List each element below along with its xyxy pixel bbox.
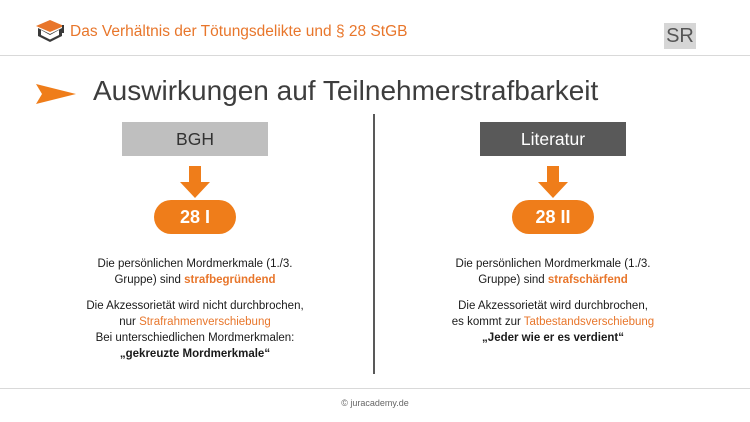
bgh-heading: BGH xyxy=(122,122,268,156)
literatur-text-2-line-3: „Jeder wie er es verdient“ xyxy=(482,332,624,344)
bgh-highlight-strafbegruendend: strafbegründend xyxy=(184,274,276,286)
literatur-text-1-line-1: Die persönlichen Mordmerkmale (1./3. xyxy=(455,258,651,270)
header-title: Das Verhältnis der Tötungsdelikte und § … xyxy=(70,23,408,40)
slide-header: Das Verhältnis der Tötungsdelikte und § … xyxy=(0,0,750,56)
down-arrow-icon xyxy=(538,166,568,198)
bgh-text-2-line-2-pre: nur xyxy=(119,316,140,328)
slide-title: Auswirkungen auf Teilnehmerstrafbarkeit xyxy=(93,75,599,106)
bullet-arrow-icon xyxy=(36,84,76,104)
bgh-text-1-line-2: Gruppe) sind strafbegründend xyxy=(30,272,360,288)
literatur-paragraph-pill: 28 II xyxy=(512,200,594,234)
bgh-text-2: Die Akzessorietät wird nicht durchbroche… xyxy=(30,298,360,362)
bgh-column: BGH 28 I Die persönlichen Mordmerkmale (… xyxy=(30,122,360,362)
literatur-highlight-tatbestandsverschiebung: Tatbestandsverschiebung xyxy=(523,316,655,328)
footer-copyright: © juracademy.de xyxy=(341,398,409,408)
down-arrow-icon xyxy=(180,166,210,198)
bgh-text-1: Die persönlichen Mordmerkmale (1./3. Gru… xyxy=(30,256,360,288)
footer-divider xyxy=(0,388,750,389)
bgh-text-2-line-1: Die Akzessorietät wird nicht durchbroche… xyxy=(86,300,304,312)
bgh-text-2-line-2: nur Strafrahmenverschiebung xyxy=(30,314,360,330)
bgh-highlight-strafrahmenverschiebung: Strafrahmenverschiebung xyxy=(139,316,271,328)
literatur-column: Literatur 28 II Die persönlichen Mordmer… xyxy=(388,122,718,346)
sr-badge: SR xyxy=(664,23,696,49)
book-logo-icon xyxy=(36,20,64,42)
literatur-text-1: Die persönlichen Mordmerkmale (1./3. Gru… xyxy=(388,256,718,288)
literatur-text-2-line-2-pre: es kommt zur xyxy=(451,316,524,328)
literatur-text-1-line-2-pre: Gruppe) sind xyxy=(478,274,548,286)
bgh-text-2-line-3: Bei unterschiedlichen Mordmerkmalen: xyxy=(95,332,295,344)
literatur-text-2: Die Akzessorietät wird durchbrochen, es … xyxy=(388,298,718,346)
bgh-text-1-line-2-pre: Gruppe) sind xyxy=(114,274,185,286)
bgh-text-1-line-1: Die persönlichen Mordmerkmale (1./3. xyxy=(97,258,293,270)
literatur-text-2-line-1: Die Akzessorietät wird durchbrochen, xyxy=(458,300,648,312)
bgh-text-2-line-4: „gekreuzte Mordmerkmale“ xyxy=(119,348,271,360)
literatur-text-1-line-2: Gruppe) sind strafschärfend xyxy=(388,272,718,288)
literatur-heading: Literatur xyxy=(480,122,626,156)
literatur-highlight-strafschaerfend: strafschärfend xyxy=(547,274,628,286)
literatur-text-2-line-2: es kommt zur Tatbestandsverschiebung xyxy=(388,314,718,330)
column-divider xyxy=(373,114,375,374)
bgh-paragraph-pill: 28 I xyxy=(154,200,236,234)
